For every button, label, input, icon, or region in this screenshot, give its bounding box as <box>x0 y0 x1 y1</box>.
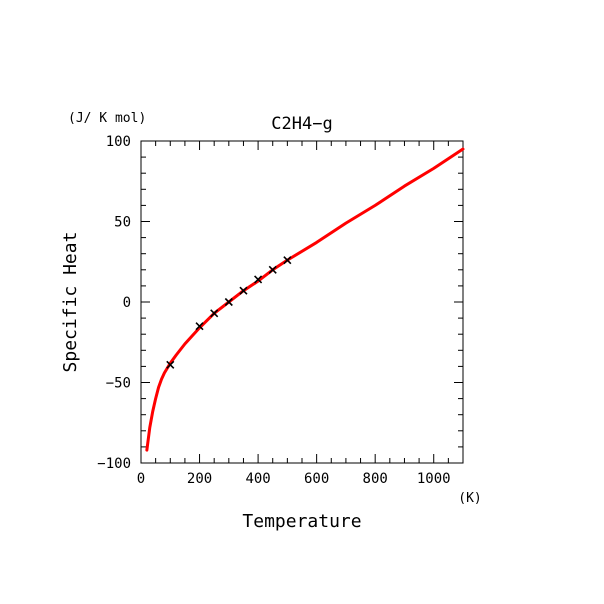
y-unit-label: (J/ K mol) <box>68 111 146 126</box>
axis-ticks <box>140 140 464 464</box>
data-point-marker <box>224 297 233 307</box>
y-tick-label: 0 <box>123 295 131 311</box>
data-point-marker <box>254 275 263 284</box>
marker-stroke <box>224 297 233 307</box>
x-tick-label: 400 <box>245 471 270 487</box>
y-tick-label: −50 <box>106 376 131 392</box>
chart-title: C2H4−g <box>271 114 332 134</box>
x-tick-label: 1000 <box>417 471 451 487</box>
axis-tick-labels: 0 200 400 600 800 1000 −100 −50 0 50 100 <box>97 134 450 487</box>
data-point-marker <box>195 322 204 331</box>
marker-stroke <box>254 275 263 284</box>
data-point-marker <box>283 256 292 265</box>
x-tick-label: 600 <box>304 471 329 487</box>
data-markers <box>166 256 292 369</box>
marker-stroke <box>239 286 248 295</box>
marker-stroke <box>210 309 219 318</box>
x-tick-label: 800 <box>363 471 388 487</box>
marker-stroke <box>166 360 175 369</box>
marker-stroke <box>283 256 292 265</box>
y-tick-label: 50 <box>114 215 131 231</box>
x-unit-label: (K) <box>458 491 481 506</box>
data-point-marker <box>268 265 277 274</box>
x-tick-label: 0 <box>137 471 145 487</box>
x-axis-label: Temperature <box>242 511 361 532</box>
data-point-marker <box>166 360 175 369</box>
y-tick-label: −100 <box>97 456 131 472</box>
y-axis-label: Specific Heat <box>60 232 81 373</box>
x-tick-label: 200 <box>187 471 212 487</box>
marker-stroke <box>268 265 277 274</box>
data-point-marker <box>239 286 248 295</box>
data-point-marker <box>210 309 219 318</box>
y-tick-label: 100 <box>106 134 131 150</box>
marker-stroke <box>195 322 204 331</box>
